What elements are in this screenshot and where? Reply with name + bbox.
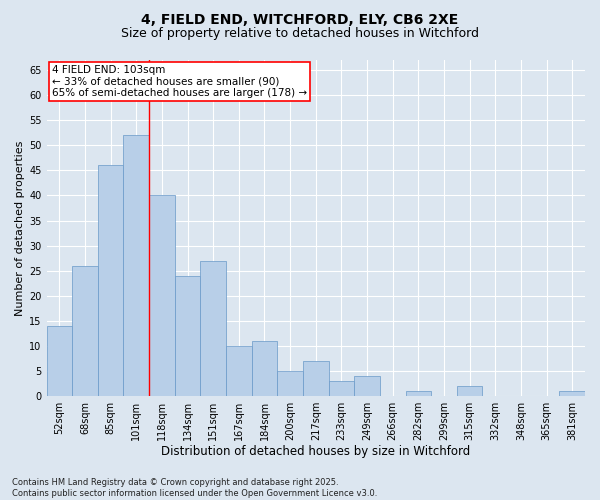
Bar xyxy=(47,326,72,396)
Bar xyxy=(226,346,251,396)
Bar xyxy=(303,361,329,396)
Text: 4, FIELD END, WITCHFORD, ELY, CB6 2XE: 4, FIELD END, WITCHFORD, ELY, CB6 2XE xyxy=(142,12,458,26)
Bar xyxy=(175,276,200,396)
Y-axis label: Number of detached properties: Number of detached properties xyxy=(15,140,25,316)
Bar xyxy=(354,376,380,396)
Bar xyxy=(559,391,585,396)
Bar xyxy=(98,166,124,396)
Bar xyxy=(457,386,482,396)
Bar xyxy=(406,391,431,396)
Bar xyxy=(277,371,303,396)
Bar xyxy=(72,266,98,396)
Bar xyxy=(149,196,175,396)
Bar xyxy=(329,381,354,396)
Text: 4 FIELD END: 103sqm
← 33% of detached houses are smaller (90)
65% of semi-detach: 4 FIELD END: 103sqm ← 33% of detached ho… xyxy=(52,65,307,98)
Text: Size of property relative to detached houses in Witchford: Size of property relative to detached ho… xyxy=(121,28,479,40)
X-axis label: Distribution of detached houses by size in Witchford: Distribution of detached houses by size … xyxy=(161,444,470,458)
Bar xyxy=(251,341,277,396)
Text: Contains HM Land Registry data © Crown copyright and database right 2025.
Contai: Contains HM Land Registry data © Crown c… xyxy=(12,478,377,498)
Bar xyxy=(124,135,149,396)
Bar xyxy=(200,260,226,396)
